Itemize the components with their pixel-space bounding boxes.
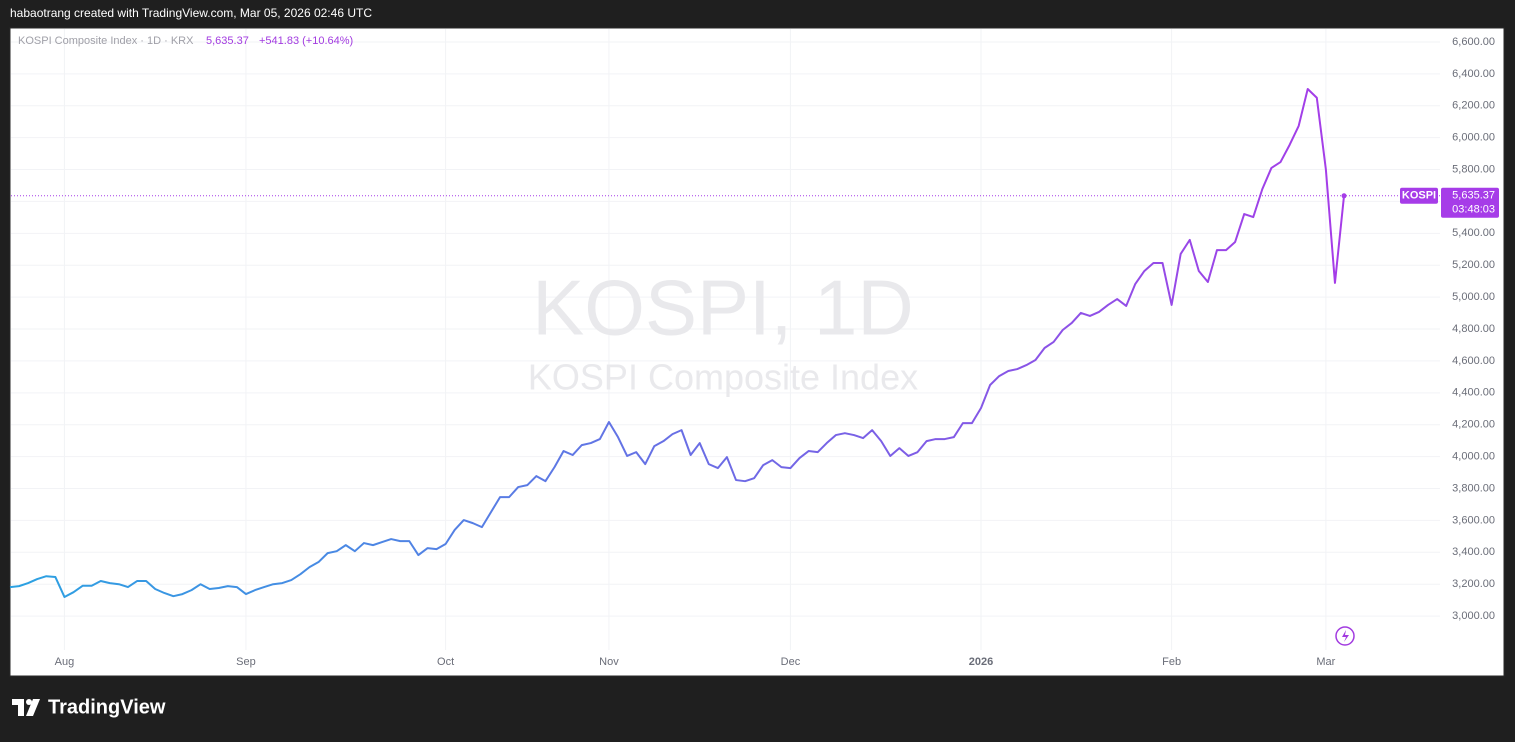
alert-icon-bolt [1342, 630, 1349, 642]
price-tag-countdown: 03:48:03 [1452, 204, 1495, 216]
price-line [9, 88, 1346, 598]
y-tick-label: 3,800.00 [1452, 482, 1495, 494]
x-tick-label: Aug [55, 656, 75, 668]
y-tick-label: 4,400.00 [1452, 387, 1495, 399]
price-tag-symbol: KOSPI [1402, 190, 1436, 202]
header: habaotrang created with TradingView.com,… [10, 6, 372, 20]
y-tick-label: 6,600.00 [1452, 36, 1495, 48]
chart-frame [9, 27, 1505, 677]
x-tick-label: Sep [236, 656, 256, 668]
x-tick-label: 2026 [969, 656, 993, 668]
y-tick-label: 4,800.00 [1452, 323, 1495, 335]
alert-icon[interactable] [1335, 626, 1355, 646]
logo-part [12, 699, 24, 716]
y-tick-label: 4,200.00 [1452, 419, 1495, 431]
x-tick-label: Mar [1316, 656, 1335, 668]
plot: 3,000.00 3,200.00 3,400.00 3,600.00 3,800.00… [9, 29, 1499, 668]
x-tick-label: Feb [1162, 656, 1181, 668]
y-tick-label: 5,200.00 [1452, 259, 1495, 271]
x-tick-label: Oct [437, 656, 454, 668]
logo-part [26, 699, 32, 705]
price-tag-symbol-bg [1400, 187, 1438, 204]
y-tick-label: 4,000.00 [1452, 451, 1495, 463]
watermark-title: KOSPI, 1D [532, 264, 913, 352]
y-tick-label: 3,000.00 [1452, 610, 1495, 622]
footer-logo [12, 699, 40, 716]
y-tick-label: 6,200.00 [1452, 100, 1495, 112]
y-tick-label: 3,600.00 [1452, 514, 1495, 526]
y-tick-label: 3,200.00 [1452, 578, 1495, 590]
legend-change: +541.83 (+10.64%) [259, 35, 353, 47]
footer-brand: TradingView [48, 696, 166, 718]
x-tick-label: Dec [781, 656, 801, 668]
legend-name: KOSPI Composite Index · 1D · KRX [18, 35, 194, 47]
y-tick-label: 6,000.00 [1452, 132, 1495, 144]
y-tick-label: 3,400.00 [1452, 546, 1495, 558]
price-tag-bg [1441, 187, 1499, 218]
legend-price: 5,635.37 [206, 35, 249, 47]
last-price-dot [1341, 193, 1347, 199]
y-tick-label: 5,800.00 [1452, 163, 1495, 175]
y-tick-label: 5,000.00 [1452, 291, 1495, 303]
y-tick-label: 5,400.00 [1452, 227, 1495, 239]
price-tag-price: 5,635.37 [1452, 190, 1495, 202]
watermark-subtitle: KOSPI Composite Index [528, 357, 918, 398]
y-tick-label: 4,600.00 [1452, 355, 1495, 367]
y-tick-label: 6,400.00 [1452, 68, 1495, 80]
logo-part [26, 699, 40, 716]
x-tick-label: Nov [599, 656, 619, 668]
